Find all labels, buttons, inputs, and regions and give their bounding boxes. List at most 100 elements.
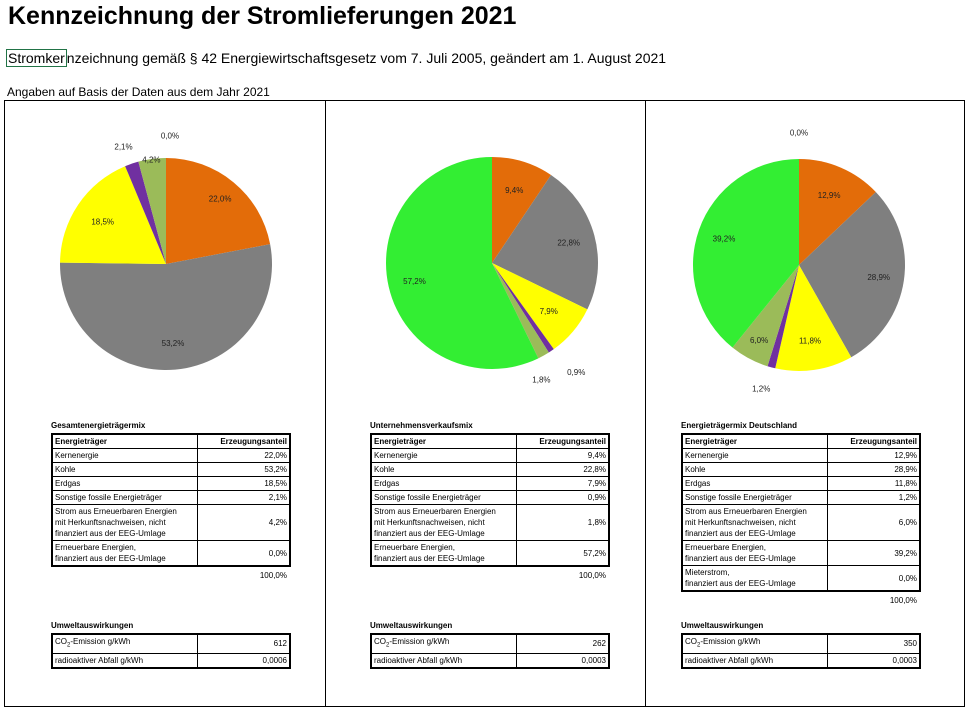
pie-data-label: 4,2% [142, 155, 160, 164]
row-label: Mieterstrom, finanziert aus der EEG-Umlag… [681, 565, 828, 592]
co2-label: CO2-Emission g/kWh [370, 633, 517, 654]
table-row: Kernenergie 9,4% [370, 448, 610, 463]
row-value: 11,8% [827, 476, 921, 491]
mix-table: Energieträger Erzeugungsanteil Kernenergie… [370, 433, 610, 567]
pie-data-label: 0,0% [790, 128, 808, 137]
table-row: Erneuerbare Energien, finanziert aus der … [370, 540, 610, 567]
row-label: Kernenergie [51, 448, 198, 463]
row-value: 0,0% [827, 565, 921, 592]
waste-row: radioaktiver Abfall g/kWh 0,0003 [681, 652, 921, 669]
row-label: Strom aus Erneuerbaren Energien mit Herku… [51, 504, 198, 541]
row-label: Kohle [681, 462, 828, 477]
env-title: Umweltauswirkungen [681, 621, 764, 630]
pie-data-label: 39,2% [713, 235, 736, 244]
pie-data-label: 18,5% [91, 217, 114, 226]
row-value: 22,0% [197, 448, 291, 463]
table-row: Strom aus Erneuerbaren Energien mit Herku… [51, 504, 291, 541]
pie-data-label: 0,0% [161, 131, 179, 140]
mix-title: Unternehmensverkaufsmix [370, 421, 473, 430]
column-unternehmensmix: 9,4% 22,8% 7,9% 0,9% 1,8% 57,2% Unternehmensve… [325, 101, 645, 706]
row-label: Erdgas [51, 476, 198, 491]
waste-label: radioaktiver Abfall g/kWh [370, 652, 517, 669]
waste-value: 0,0003 [827, 652, 921, 669]
table-row: Erneuerbare Energien, finanziert aus der … [681, 540, 921, 566]
mix-total: 100,0% [889, 596, 917, 605]
row-label: Erneuerbare Energien, finanziert aus der … [370, 540, 517, 567]
row-value: 7,9% [516, 476, 610, 491]
row-label: Erdgas [370, 476, 517, 491]
page-title: Kennzeichnung der Stromlieferungen 2021 [8, 2, 517, 30]
selected-text[interactable]: Stromker [6, 49, 67, 67]
row-value: 12,9% [827, 448, 921, 463]
table-row: Kohle 22,8% [370, 462, 610, 477]
waste-label: radioaktiver Abfall g/kWh [681, 652, 828, 669]
pie-chart: 9,4% 22,8% 7,9% 0,9% 1,8% 57,2% [386, 157, 598, 385]
pie-data-label: 57,2% [403, 277, 426, 286]
row-label: Kohle [370, 462, 517, 477]
pie-chart: 12,9% 28,9% 11,8% 1,2% 6,0% 39,2% 0,0% [692, 128, 906, 394]
table-row: Sonstige fossile Energieträger 1,2% [681, 490, 921, 505]
table-row: Strom aus Erneuerbaren Energien mit Herku… [370, 504, 610, 541]
pie-data-label: 1,8% [532, 376, 550, 385]
row-label: Strom aus Erneuerbaren Energien mit Herku… [681, 504, 828, 541]
row-value: 39,2% [827, 540, 921, 566]
table-row: Kernenergie 12,9% [681, 448, 921, 463]
row-value: 0,0% [197, 540, 291, 567]
mix-total: 100,0% [578, 571, 606, 580]
row-value: 6,0% [827, 504, 921, 541]
co2-row: CO2-Emission g/kWh 262 [370, 633, 610, 654]
pie-chart: 22,0% 53,2% 18,5% 2,1% 4,2% 0,0% [60, 131, 273, 371]
co2-value: 612 [197, 633, 291, 654]
row-label: Kernenergie [681, 448, 828, 463]
table-row: Kohle 53,2% [51, 462, 291, 477]
row-label: Sonstige fossile Energieträger [51, 490, 198, 505]
row-label: Kernenergie [370, 448, 517, 463]
pie-data-label: 11,8% [799, 337, 821, 346]
data-basis-note: Angaben auf Basis der Daten aus dem Jahr… [7, 85, 270, 99]
co2-row: CO2-Emission g/kWh 612 [51, 633, 291, 654]
row-label: Kohle [51, 462, 198, 477]
pie-data-label: 9,4% [505, 186, 523, 195]
pie-data-label: 12,9% [818, 191, 841, 200]
table-row: Erdgas 11,8% [681, 476, 921, 491]
pie-slice [492, 157, 552, 263]
row-value: 1,2% [827, 490, 921, 505]
header-energietraeger: Energieträger [681, 433, 828, 449]
pie-data-label: 28,9% [867, 273, 890, 282]
pie-data-label: 7,9% [540, 307, 558, 316]
table-row: Erdgas 18,5% [51, 476, 291, 491]
table-row: Erneuerbare Energien, finanziert aus der … [51, 540, 291, 567]
row-value: 22,8% [516, 462, 610, 477]
pie-slice [166, 158, 271, 264]
table-row: Kohle 28,9% [681, 462, 921, 477]
mix-table: Energieträger Erzeugungsanteil Kernenergie… [51, 433, 291, 567]
pie-slice [386, 157, 539, 369]
mix-title: Gesamtenergieträgermix [51, 421, 146, 430]
pie-slice [492, 174, 598, 310]
waste-value: 0,0006 [197, 652, 291, 669]
table-row: Sonstige fossile Energieträger 2,1% [51, 490, 291, 505]
row-label: Erneuerbare Energien, finanziert aus der … [681, 540, 828, 566]
env-table: CO2-Emission g/kWh 350 radioaktiver Abfall… [681, 633, 921, 669]
row-label: Erneuerbare Energien, finanziert aus der … [51, 540, 198, 567]
pie-data-label: 53,2% [162, 339, 185, 348]
waste-row: radioaktiver Abfall g/kWh 0,0003 [370, 652, 610, 669]
mix-frame: 22,0% 53,2% 18,5% 2,1% 4,2% 0,0% Gesamtenergie… [4, 100, 965, 707]
row-label: Erdgas [681, 476, 828, 491]
env-table: CO2-Emission g/kWh 262 radioaktiver Abfall… [370, 633, 610, 669]
row-value: 1,8% [516, 504, 610, 541]
subtitle-text: nzeichnung gemäß § 42 Energiewirtschafts… [66, 50, 667, 66]
pie-slice [492, 263, 588, 350]
column-gesamtmix: 22,0% 53,2% 18,5% 2,1% 4,2% 0,0% Gesamtenergie… [5, 101, 325, 706]
header-energietraeger: Energieträger [370, 433, 517, 449]
mix-title: Energieträgermix Deutschland [681, 421, 798, 430]
table-row: Strom aus Erneuerbaren Energien mit Herku… [681, 504, 921, 541]
pie-data-label: 0,9% [567, 368, 585, 377]
pie-slice [60, 244, 273, 371]
row-value: 53,2% [197, 462, 291, 477]
pie-data-label: 6,0% [750, 336, 768, 345]
pie-slice [799, 159, 876, 265]
table-row: Sonstige fossile Energieträger 0,9% [370, 490, 610, 505]
subtitle: Stromker nzeichnung gemäß § 42 Energiewir… [6, 49, 667, 67]
pie-slice [60, 166, 167, 264]
